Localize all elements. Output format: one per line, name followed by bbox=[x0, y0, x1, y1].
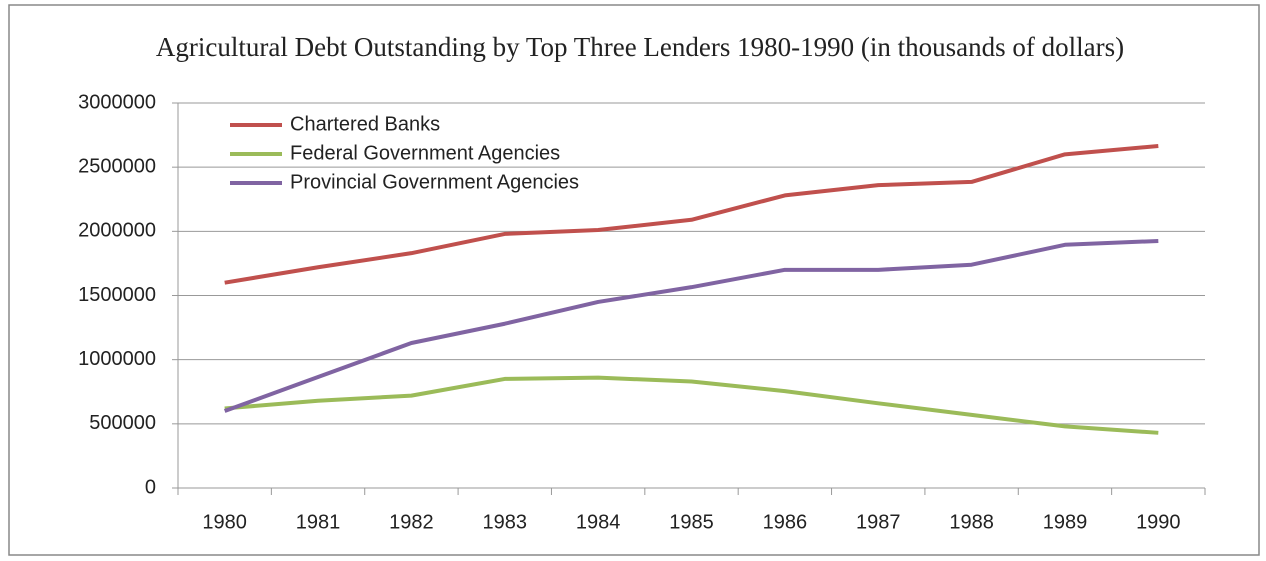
x-tick-label: 1988 bbox=[949, 511, 994, 533]
series-line bbox=[224, 375, 1159, 435]
legend-label: Provincial Government Agencies bbox=[290, 171, 579, 193]
y-tick-label: 1500000 bbox=[78, 284, 156, 306]
series-line bbox=[223, 238, 1159, 413]
x-tick-label: 1989 bbox=[1043, 511, 1088, 533]
legend-label: Chartered Banks bbox=[290, 113, 440, 135]
y-tick-label: 3000000 bbox=[78, 91, 156, 113]
x-tick-label: 1985 bbox=[669, 511, 714, 533]
x-tick-label: 1990 bbox=[1136, 511, 1181, 533]
chart-border bbox=[8, 4, 1260, 556]
y-tick-label: 1000000 bbox=[78, 348, 156, 370]
x-tick-label: 1983 bbox=[483, 511, 528, 533]
y-tick-label: 500000 bbox=[89, 412, 156, 434]
legend-label: Federal Government Agencies bbox=[290, 142, 560, 164]
x-tick-label: 1980 bbox=[202, 511, 247, 533]
chart-title: Agricultural Debt Outstanding by Top Thr… bbox=[156, 32, 1124, 62]
series-line bbox=[224, 143, 1159, 285]
y-tick-label: 2500000 bbox=[78, 155, 156, 177]
y-tick-label: 2000000 bbox=[78, 220, 156, 242]
x-tick-label: 1984 bbox=[576, 511, 621, 533]
x-tick-label: 1987 bbox=[856, 511, 901, 533]
x-tick-label: 1982 bbox=[389, 511, 434, 533]
x-tick-label: 1986 bbox=[763, 511, 808, 533]
y-tick-label: 0 bbox=[145, 476, 156, 498]
x-tick-label: 1981 bbox=[296, 511, 341, 533]
